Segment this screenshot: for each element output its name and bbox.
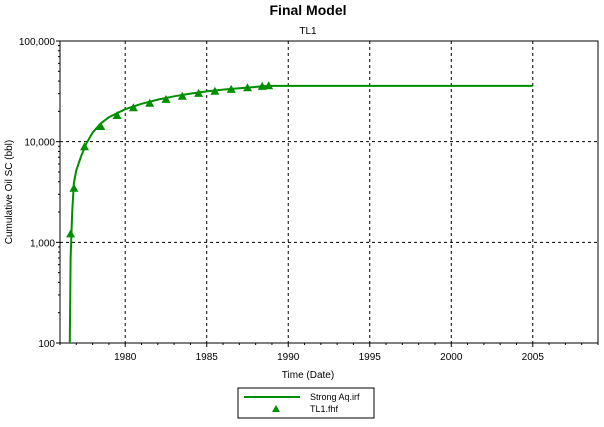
data-point-tl1-fhf bbox=[161, 94, 171, 103]
series-markers bbox=[66, 81, 274, 238]
data-point-tl1-fhf bbox=[128, 103, 138, 112]
data-point-tl1-fhf bbox=[177, 91, 187, 100]
legend-label-strong-aq: Strong Aq.irf bbox=[310, 392, 360, 402]
data-point-tl1-fhf bbox=[66, 229, 76, 238]
y-axis-ticks: 100 1,000 10,000 100,000 bbox=[19, 37, 60, 350]
plot-area-frame bbox=[59, 40, 599, 344]
x-tick-label: 2000 bbox=[440, 352, 463, 363]
x-tick-label: 1980 bbox=[114, 352, 137, 363]
legend-label-tl1-fhf: TL1.fhf bbox=[310, 404, 339, 414]
y-tick-label: 1,000 bbox=[30, 238, 55, 249]
data-point-tl1-fhf bbox=[80, 142, 89, 151]
legend-triangle-swatch bbox=[272, 405, 280, 412]
x-tick-label: 1985 bbox=[196, 352, 219, 363]
legend-box bbox=[237, 387, 375, 419]
x-axis-label: Time (Date) bbox=[282, 370, 334, 381]
series-lines bbox=[68, 84, 533, 344]
data-point-tl1-fhf bbox=[264, 81, 274, 90]
x-tick-label: 1995 bbox=[359, 352, 382, 363]
data-point-tl1-fhf bbox=[243, 83, 252, 92]
data-point-tl1-fhf bbox=[210, 86, 220, 95]
x-tick-label: 1990 bbox=[277, 352, 300, 363]
y-axis-label: Cumulative Oil SC (bbl) bbox=[4, 140, 15, 244]
y-tick-label: 10,000 bbox=[24, 138, 55, 149]
data-point-tl1-fhf bbox=[257, 81, 267, 90]
chart-title: Final Model bbox=[270, 2, 347, 18]
data-point-tl1-fhf bbox=[69, 183, 79, 192]
y-tick-label: 100,000 bbox=[19, 37, 56, 48]
data-point-tl1-fhf bbox=[194, 88, 204, 97]
legend: Strong Aq.irf TL1.fhf bbox=[237, 387, 375, 419]
x-axis-ticks: 1980 1985 1990 1995 2000 2005 bbox=[59, 343, 599, 363]
data-point-tl1-fhf bbox=[226, 84, 236, 93]
x-tick-label: 2005 bbox=[522, 352, 545, 363]
data-point-tl1-fhf bbox=[145, 98, 155, 107]
series-line-strong-aq bbox=[68, 84, 533, 344]
data-point-tl1-fhf bbox=[96, 122, 106, 130]
data-point-tl1-fhf bbox=[112, 111, 122, 119]
y-tick-label: 100 bbox=[38, 339, 55, 350]
chart-subtitle: TL1 bbox=[299, 26, 317, 37]
